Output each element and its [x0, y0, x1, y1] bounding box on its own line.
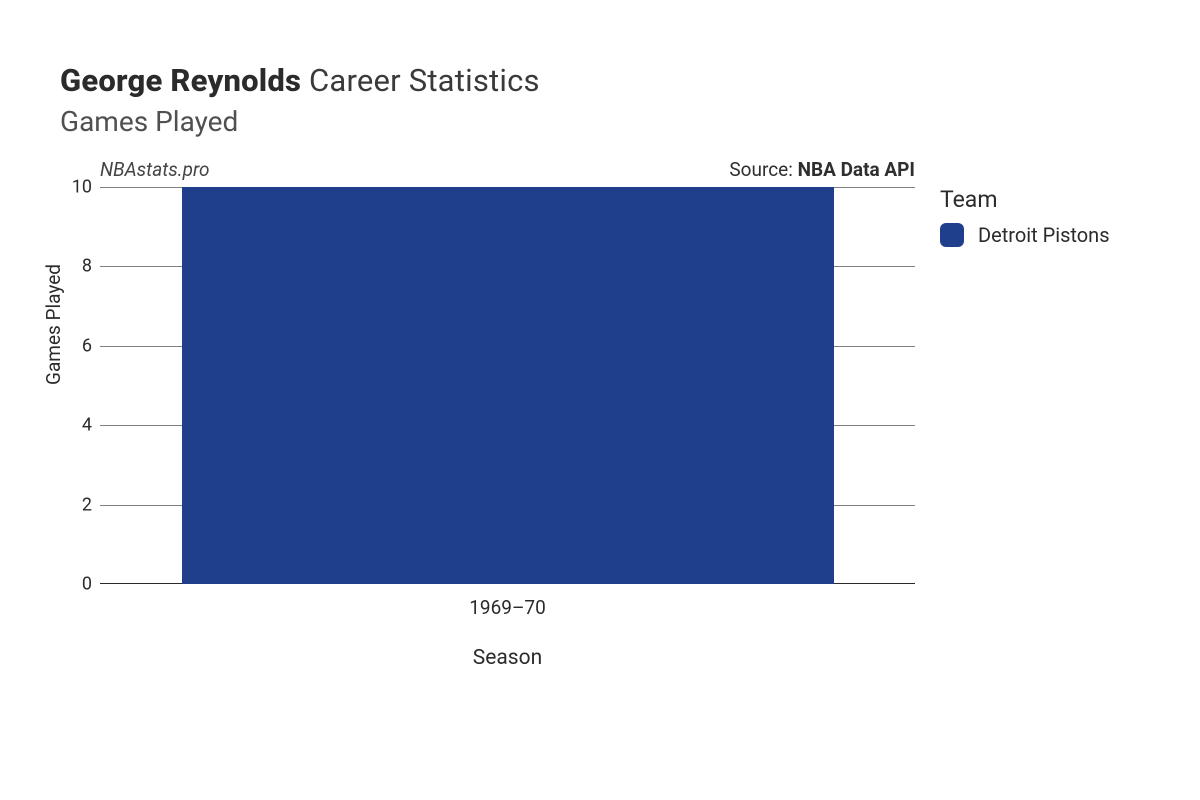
x-tick-label: 1969–70 [469, 596, 546, 619]
plot-area: 02468101969–70 [100, 187, 915, 584]
title-player-name: George Reynolds [60, 62, 301, 99]
chart-container: George Reynolds Career Statistics Games … [0, 0, 1200, 800]
y-tick-label: 2 [82, 494, 92, 515]
y-tick-label: 0 [82, 574, 92, 595]
y-axis-label: Games Played [42, 264, 65, 385]
y-tick-label: 6 [82, 335, 92, 356]
legend-title: Team [940, 186, 1110, 213]
y-tick-label: 4 [82, 415, 92, 436]
meta-row: NBAstats.pro Source: NBA Data API [100, 158, 915, 181]
source-name: NBA Data API [798, 158, 915, 181]
chart-subtitle: Games Played [60, 105, 540, 138]
x-axis-label: Season [100, 646, 915, 670]
source-label: Source: [729, 158, 797, 181]
y-tick-label: 10 [72, 177, 92, 198]
legend-label: Detroit Pistons [978, 223, 1110, 247]
title-block: George Reynolds Career Statistics Games … [60, 62, 540, 138]
chart-title: George Reynolds Career Statistics [60, 62, 540, 99]
legend-item: Detroit Pistons [940, 223, 1110, 247]
source: Source: NBA Data API [729, 158, 915, 181]
site-credit: NBAstats.pro [100, 158, 210, 181]
title-rest: Career Statistics [301, 62, 540, 99]
bar [182, 187, 834, 584]
legend-swatch [940, 223, 964, 247]
legend: Team Detroit Pistons [940, 186, 1110, 247]
y-tick-label: 8 [82, 256, 92, 277]
